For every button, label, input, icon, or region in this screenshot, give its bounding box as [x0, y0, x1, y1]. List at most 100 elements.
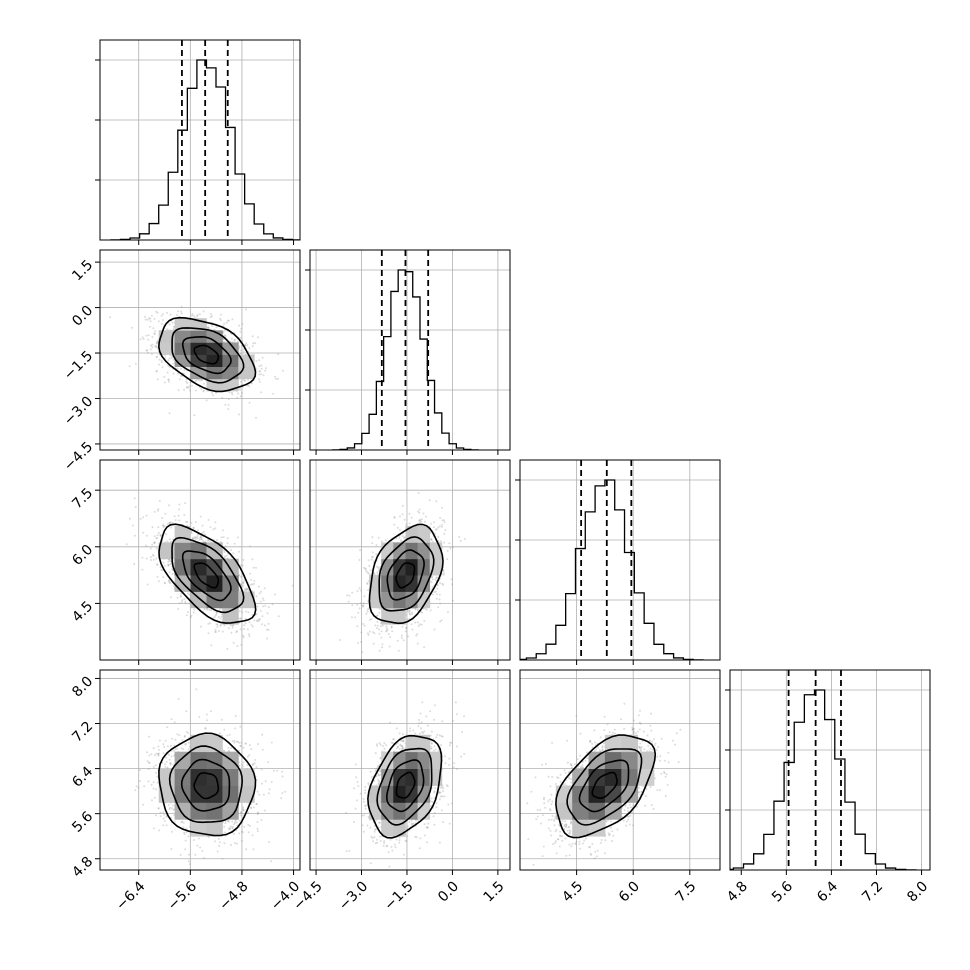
- scatter-point: [255, 613, 258, 615]
- scatter-point: [239, 349, 242, 352]
- scatter-point: [256, 619, 259, 622]
- scatter-point: [156, 342, 158, 344]
- histogram-panel: [515, 459, 721, 665]
- scatter-point: [435, 593, 438, 596]
- scatter-point: [192, 611, 195, 614]
- scatter-point: [133, 497, 136, 500]
- scatter-point: [367, 589, 369, 592]
- density-cell: [405, 575, 418, 592]
- scatter-point: [389, 636, 392, 638]
- scatter-point: [162, 313, 164, 316]
- scatter-point: [261, 615, 264, 618]
- scatter-point: [360, 641, 363, 643]
- scatter-point: [442, 519, 445, 522]
- scatter-point: [163, 525, 166, 528]
- scatter-point: [385, 539, 387, 542]
- scatter-point: [155, 370, 158, 373]
- scatter-point: [379, 625, 382, 628]
- scatter-point: [400, 634, 403, 637]
- scatter-point: [249, 572, 252, 575]
- scatter-point: [178, 602, 181, 605]
- scatter-point: [354, 616, 357, 619]
- scatter-point: [441, 523, 443, 526]
- scatter-point: [240, 643, 243, 646]
- scatter-point: [169, 313, 172, 316]
- scatter-point: [362, 566, 365, 569]
- scatter-point: [265, 367, 267, 370]
- scatter-point: [441, 582, 444, 585]
- scatter-point: [361, 651, 364, 654]
- scatter-point: [168, 522, 171, 525]
- scatter-point: [253, 580, 256, 582]
- scatter-point: [156, 537, 159, 540]
- scatter-point: [142, 531, 145, 534]
- scatter-point: [400, 539, 402, 542]
- scatter-point: [198, 538, 201, 541]
- scatter-point: [214, 630, 217, 633]
- density-cell: [381, 591, 394, 609]
- scatter-point: [442, 573, 445, 576]
- contour-line: [368, 523, 444, 625]
- scatter-point: [177, 514, 180, 517]
- scatter-point: [438, 598, 441, 601]
- scatter-point: [131, 524, 134, 527]
- scatter-point: [169, 596, 172, 599]
- scatter-point: [364, 568, 367, 570]
- scatter-point: [184, 502, 187, 505]
- scatter-point: [248, 635, 251, 638]
- scatter-point: [133, 534, 136, 537]
- scatter-point: [236, 645, 239, 648]
- scatter-point: [434, 590, 437, 593]
- scatter-point: [376, 614, 379, 617]
- scatter-point: [186, 614, 188, 617]
- scatter-point: [356, 625, 359, 628]
- scatter-point: [452, 546, 455, 549]
- scatter-point: [449, 547, 452, 550]
- scatter-point: [186, 382, 189, 384]
- scatter-point: [259, 600, 262, 603]
- scatter-point: [157, 580, 160, 583]
- scatter-point: [214, 615, 216, 618]
- scatter-point: [430, 537, 433, 540]
- scatter-point: [241, 564, 244, 567]
- scatter-point: [153, 317, 156, 320]
- scatter-point: [245, 587, 248, 590]
- scatter-point: [204, 540, 207, 543]
- scatter-point: [401, 625, 404, 628]
- scatter-point: [219, 617, 222, 620]
- scatter-point: [167, 563, 170, 566]
- scatter-point: [227, 398, 230, 400]
- scatter-point: [220, 319, 222, 322]
- scatter-point: [271, 603, 274, 606]
- scatter-point: [213, 328, 216, 331]
- scatter-point: [176, 596, 179, 599]
- scatter-point: [376, 573, 379, 576]
- scatter-point: [368, 618, 371, 621]
- scatter-point: [248, 401, 251, 404]
- scatter-point: [261, 597, 264, 600]
- scatter-point: [415, 634, 418, 637]
- density-cell: [393, 575, 406, 592]
- scatter-point: [434, 528, 437, 531]
- scatter-point: [251, 613, 254, 616]
- scatter-point: [183, 514, 186, 516]
- scatter-point: [396, 639, 399, 642]
- scatter-point: [242, 585, 245, 588]
- scatter-point: [416, 621, 419, 624]
- scatter-point: [216, 539, 218, 541]
- scatter-point: [400, 637, 403, 639]
- scatter-point: [171, 572, 174, 575]
- scatter-point: [374, 624, 377, 627]
- scatter-point: [235, 630, 238, 633]
- scatter-point: [250, 583, 252, 586]
- scatter-point: [242, 582, 245, 585]
- scatter-point: [358, 587, 361, 590]
- scatter-point: [260, 623, 263, 626]
- panel-frame: [309, 459, 511, 661]
- scatter-point: [242, 350, 245, 353]
- density-cell: [174, 330, 191, 343]
- scatter-point: [210, 313, 213, 316]
- scatter-point: [142, 338, 145, 340]
- scatter-point: [433, 591, 436, 594]
- scatter-point: [416, 633, 419, 635]
